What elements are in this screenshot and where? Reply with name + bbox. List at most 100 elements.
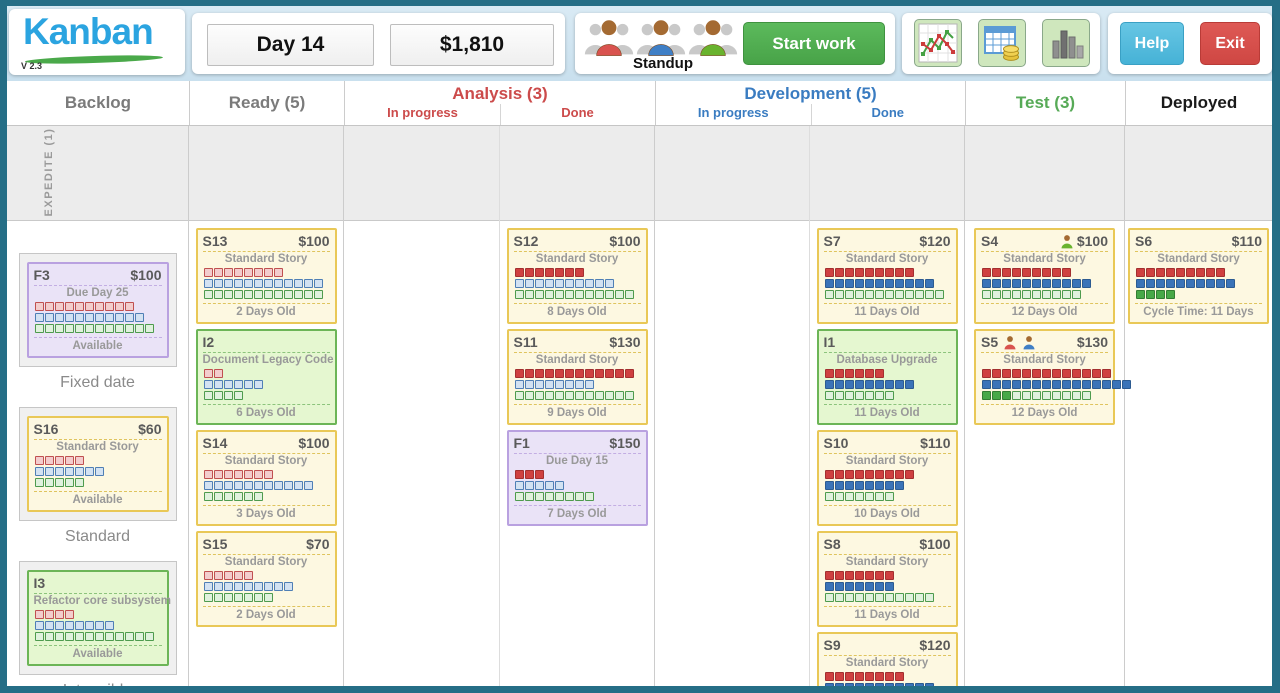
bar-chart-button[interactable] xyxy=(1042,19,1090,67)
card-F1[interactable]: F1 $150 Due Day 15 7 Days Old xyxy=(506,430,648,526)
card-S7[interactable]: S7 $120 Standard Story 11 Days Old xyxy=(816,228,958,324)
work-square-blue xyxy=(554,380,564,389)
card-S8[interactable]: S8 $100 Standard Story 11 Days Old xyxy=(816,531,958,627)
work-square-green xyxy=(884,492,894,501)
card-S12[interactable]: S12 $100 Standard Story 8 Days Old xyxy=(506,228,648,324)
card-footer: 11 Days Old xyxy=(823,303,951,319)
work-square-red xyxy=(884,672,894,681)
card-header: I1 xyxy=(823,334,951,353)
work-square-blue xyxy=(203,380,213,389)
exit-button[interactable]: Exit xyxy=(1200,22,1260,65)
work-square-red xyxy=(854,470,864,479)
work-square-green xyxy=(544,492,554,501)
work-square-green xyxy=(1082,391,1091,400)
work-square-red xyxy=(64,456,74,465)
work-square-blue xyxy=(884,582,894,591)
work-square-blue xyxy=(203,481,213,490)
header-subdivider xyxy=(810,104,812,125)
work-square-blue xyxy=(514,481,524,490)
card-S6[interactable]: S6 $110 Standard Story Cycle Time: 11 Days xyxy=(1128,228,1269,324)
card-I1[interactable]: I1 Database Upgrade 11 Days Old xyxy=(816,329,958,425)
card-footer: 2 Days Old xyxy=(202,303,330,319)
progress-row-blue xyxy=(982,380,1131,391)
work-square-red xyxy=(534,470,544,479)
header-development-inprogress: In progress xyxy=(697,105,769,120)
help-button[interactable]: Help xyxy=(1120,22,1184,65)
progress-row-green xyxy=(824,391,951,402)
work-square-blue xyxy=(74,467,84,476)
work-square-blue xyxy=(534,279,544,288)
line-chart-button[interactable] xyxy=(914,19,962,67)
card-footer: Available xyxy=(33,491,162,507)
progress-row-red xyxy=(34,610,162,621)
card-I2[interactable]: I2 Document Legacy Code 6 Days Old xyxy=(195,329,337,425)
work-square-blue xyxy=(854,279,864,288)
card-price: $100 xyxy=(298,435,330,451)
work-square-red xyxy=(544,369,554,378)
work-square-blue xyxy=(203,279,213,288)
work-square-blue xyxy=(253,582,263,591)
card-S13[interactable]: S13 $100 Standard Story 2 Days Old xyxy=(195,228,337,324)
actions-panel: Help Exit xyxy=(1108,13,1272,74)
work-square-blue xyxy=(273,481,283,490)
card-F3[interactable]: F3 $100 Due Day 25 Available xyxy=(26,262,169,358)
header-development: Development (5) In progress Done xyxy=(655,81,965,125)
progress-row-red xyxy=(982,268,1108,279)
card-S11[interactable]: S11 $130 Standard Story 9 Days Old xyxy=(506,329,648,425)
work-square-blue xyxy=(263,279,273,288)
work-square-green xyxy=(1052,391,1061,400)
work-square-red xyxy=(233,571,243,580)
work-square-blue xyxy=(514,380,524,389)
logo-panel: Kanban V 2.3 xyxy=(9,9,185,75)
work-square-green xyxy=(1072,391,1081,400)
start-work-button[interactable]: Start work xyxy=(743,22,885,65)
card-subtitle: Standard Story xyxy=(56,441,139,453)
standup-person-green[interactable] xyxy=(687,17,739,57)
work-square-green xyxy=(524,391,534,400)
person-icon-blue xyxy=(1023,335,1035,349)
card-S10[interactable]: S10 $110 Standard Story 10 Days Old xyxy=(816,430,958,526)
work-square-red xyxy=(223,268,233,277)
work-square-blue xyxy=(124,313,134,322)
work-square-blue xyxy=(233,481,243,490)
progress-row-blue xyxy=(34,621,162,632)
progress-row-blue xyxy=(203,481,330,492)
card-I3[interactable]: I3 Refactor core subsystem Available xyxy=(26,570,171,666)
work-square-green xyxy=(824,593,834,602)
work-square-red xyxy=(94,302,104,311)
card-footer: 3 Days Old xyxy=(202,505,330,521)
card-header: I3 xyxy=(33,575,162,594)
work-square-green xyxy=(293,290,303,299)
card-footer: 9 Days Old xyxy=(513,404,641,420)
work-square-blue xyxy=(894,380,904,389)
work-square-green xyxy=(844,290,854,299)
work-square-green xyxy=(904,593,914,602)
work-square-green xyxy=(114,632,124,641)
development-inprogress-cards xyxy=(655,126,809,228)
work-square-green xyxy=(514,290,524,299)
card-header: S16 $60 xyxy=(33,421,162,440)
card-S5[interactable]: S5 $130 Standard Story 12 Days Old xyxy=(974,329,1131,425)
work-square-red xyxy=(1166,268,1175,277)
work-square-blue xyxy=(283,481,293,490)
card-S16[interactable]: S16 $60 Standard Story Available xyxy=(26,416,169,512)
card-S4[interactable]: S4 $100 Standard Story 12 Days Old xyxy=(974,228,1115,324)
work-square-green xyxy=(554,492,564,501)
work-square-red xyxy=(834,268,844,277)
work-square-green xyxy=(824,290,834,299)
card-S15[interactable]: S15 $70 Standard Story 2 Days Old xyxy=(195,531,337,627)
progress-row-green xyxy=(34,324,162,335)
progress-row-green xyxy=(514,391,641,402)
spreadsheet-button[interactable] xyxy=(978,19,1026,67)
work-square-green xyxy=(233,391,243,400)
work-square-blue xyxy=(223,481,233,490)
header-deployed: Deployed xyxy=(1125,81,1272,125)
standup-person-blue[interactable] xyxy=(635,17,687,57)
work-square-blue xyxy=(544,279,554,288)
standup-person-red[interactable] xyxy=(583,17,635,57)
card-S14[interactable]: S14 $100 Standard Story 3 Days Old xyxy=(195,430,337,526)
card-id: I2 xyxy=(202,334,215,350)
card-subtitle: Standard Story xyxy=(1003,253,1086,265)
work-square-blue xyxy=(1062,380,1071,389)
